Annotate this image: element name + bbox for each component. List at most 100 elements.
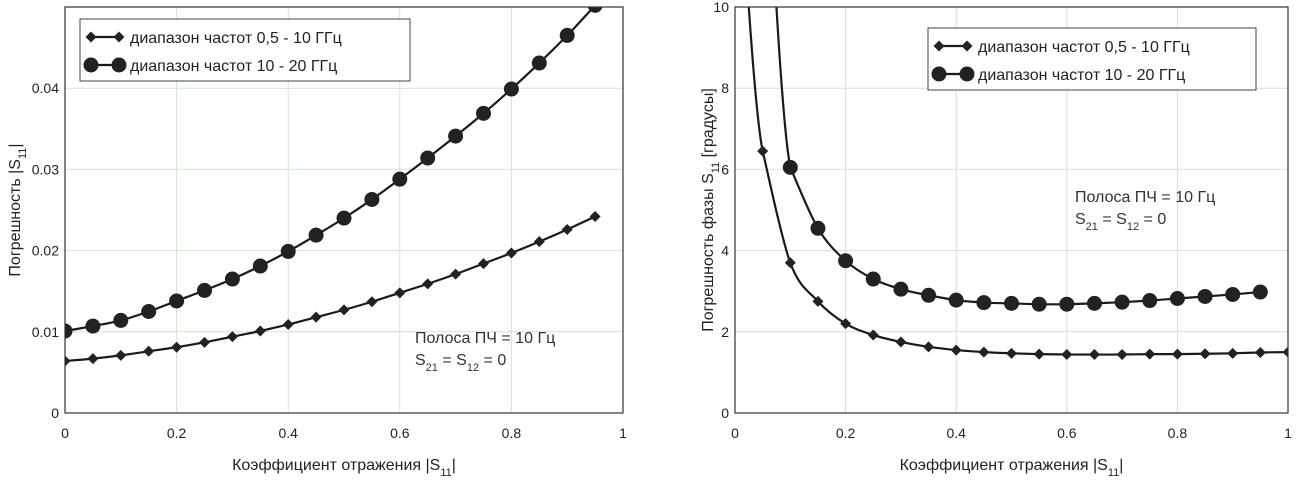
data-point bbox=[85, 31, 97, 43]
data-point bbox=[840, 318, 852, 330]
data-point bbox=[1061, 349, 1073, 361]
data-point bbox=[113, 31, 125, 43]
data-point bbox=[141, 304, 157, 319]
data-point bbox=[893, 281, 909, 297]
data-point bbox=[113, 312, 129, 328]
data-point bbox=[921, 287, 937, 303]
y-tick-label: 0.02 bbox=[32, 243, 59, 259]
data-point bbox=[865, 271, 881, 287]
series-line bbox=[747, 7, 1288, 356]
data-point bbox=[83, 57, 99, 73]
data-point bbox=[867, 329, 879, 341]
data-point bbox=[1254, 347, 1266, 359]
data-point bbox=[115, 349, 127, 361]
data-point bbox=[394, 287, 406, 299]
data-point bbox=[111, 57, 127, 73]
data-point bbox=[65, 323, 73, 339]
legend-label: диапазон частот 10 - 20 ГГц bbox=[130, 58, 337, 75]
data-point bbox=[254, 325, 266, 337]
data-point bbox=[1033, 348, 1045, 360]
y-tick-label: 10 bbox=[713, 0, 729, 15]
data-point bbox=[1088, 349, 1100, 361]
y-tick-label: 8 bbox=[721, 80, 729, 96]
data-point bbox=[959, 66, 975, 82]
legend-box bbox=[79, 18, 411, 82]
x-tick-label: 0.6 bbox=[1057, 425, 1077, 441]
data-point bbox=[895, 336, 907, 348]
data-point bbox=[782, 159, 798, 175]
data-point bbox=[476, 105, 491, 121]
x-tick-label: 1 bbox=[1284, 425, 1292, 441]
data-point bbox=[280, 243, 296, 259]
x-tick-label: 0.2 bbox=[836, 425, 856, 441]
data-point bbox=[336, 210, 352, 226]
legend-box bbox=[927, 27, 1257, 91]
data-point bbox=[505, 247, 517, 259]
data-point bbox=[950, 344, 962, 356]
legend-label: диапазон частот 10 - 20 ГГц bbox=[978, 67, 1185, 84]
data-point bbox=[448, 128, 464, 144]
data-point bbox=[422, 278, 434, 290]
data-point bbox=[948, 292, 964, 308]
data-point bbox=[810, 220, 826, 236]
data-point bbox=[1114, 294, 1130, 310]
y-tick-label: 0 bbox=[51, 405, 59, 421]
data-point bbox=[199, 336, 210, 348]
x-tick-label: 0.8 bbox=[502, 425, 522, 441]
data-point bbox=[143, 345, 155, 357]
x-tick-label: 0.8 bbox=[1168, 425, 1188, 441]
data-point bbox=[310, 311, 322, 323]
data-point bbox=[1004, 295, 1019, 311]
y-tick-label: 0.04 bbox=[32, 80, 59, 96]
data-point bbox=[533, 236, 545, 248]
data-point bbox=[197, 282, 212, 298]
data-point bbox=[961, 40, 973, 52]
x-axis-label: Коэффициент отражения |S11| bbox=[900, 457, 1124, 479]
data-point bbox=[1059, 296, 1075, 312]
data-point bbox=[1144, 348, 1156, 360]
data-point bbox=[171, 341, 183, 353]
data-point bbox=[1227, 347, 1239, 359]
y-tick-label: 0.03 bbox=[32, 161, 59, 177]
x-tick-label: 0.4 bbox=[946, 425, 966, 441]
series-group bbox=[65, 7, 603, 367]
data-point bbox=[1031, 296, 1047, 312]
legend: диапазон частот 0,5 - 10 ГГц диапазон час… bbox=[79, 18, 411, 82]
data-point bbox=[169, 293, 185, 309]
annotation-text: S21 = S12 = 0 bbox=[415, 352, 506, 374]
data-point bbox=[392, 171, 408, 187]
legend-label: диапазон частот 0,5 - 10 ГГц bbox=[978, 39, 1190, 56]
chart-magnitude-error: 0 0.2 0.4 0.6 0.8 1 0 0.01 0.02 0.03 0.04 диапазон … bbox=[7, 6, 627, 479]
data-point bbox=[1197, 288, 1213, 304]
series-group bbox=[747, 7, 1288, 361]
data-point bbox=[364, 191, 380, 207]
x-tick-label: 0.4 bbox=[278, 425, 298, 441]
x-tick-label: 0.2 bbox=[167, 425, 187, 441]
data-point bbox=[65, 355, 71, 367]
data-point bbox=[812, 295, 824, 307]
data-point bbox=[420, 150, 436, 166]
data-point bbox=[1225, 286, 1241, 302]
data-point bbox=[838, 253, 854, 269]
data-point bbox=[784, 257, 796, 269]
data-point bbox=[587, 7, 603, 13]
data-point bbox=[1006, 347, 1017, 359]
data-point bbox=[503, 81, 519, 97]
data-point bbox=[1171, 348, 1183, 360]
data-point bbox=[226, 331, 238, 343]
x-tick-label: 1 bbox=[619, 425, 627, 441]
annotation-text: Полоса ПЧ = 10 Гц bbox=[415, 330, 555, 347]
x-tick-label: 0 bbox=[731, 425, 739, 441]
data-point bbox=[757, 145, 769, 157]
data-point bbox=[1116, 349, 1128, 361]
y-tick-label: 0.01 bbox=[32, 324, 59, 340]
data-point bbox=[931, 66, 947, 82]
data-point bbox=[978, 346, 990, 358]
data-point bbox=[559, 27, 575, 43]
data-point bbox=[87, 353, 99, 365]
data-point bbox=[450, 268, 462, 280]
y-axis-label: Погрешность |S11| bbox=[7, 143, 29, 276]
y-tick-label: 2 bbox=[721, 324, 729, 340]
